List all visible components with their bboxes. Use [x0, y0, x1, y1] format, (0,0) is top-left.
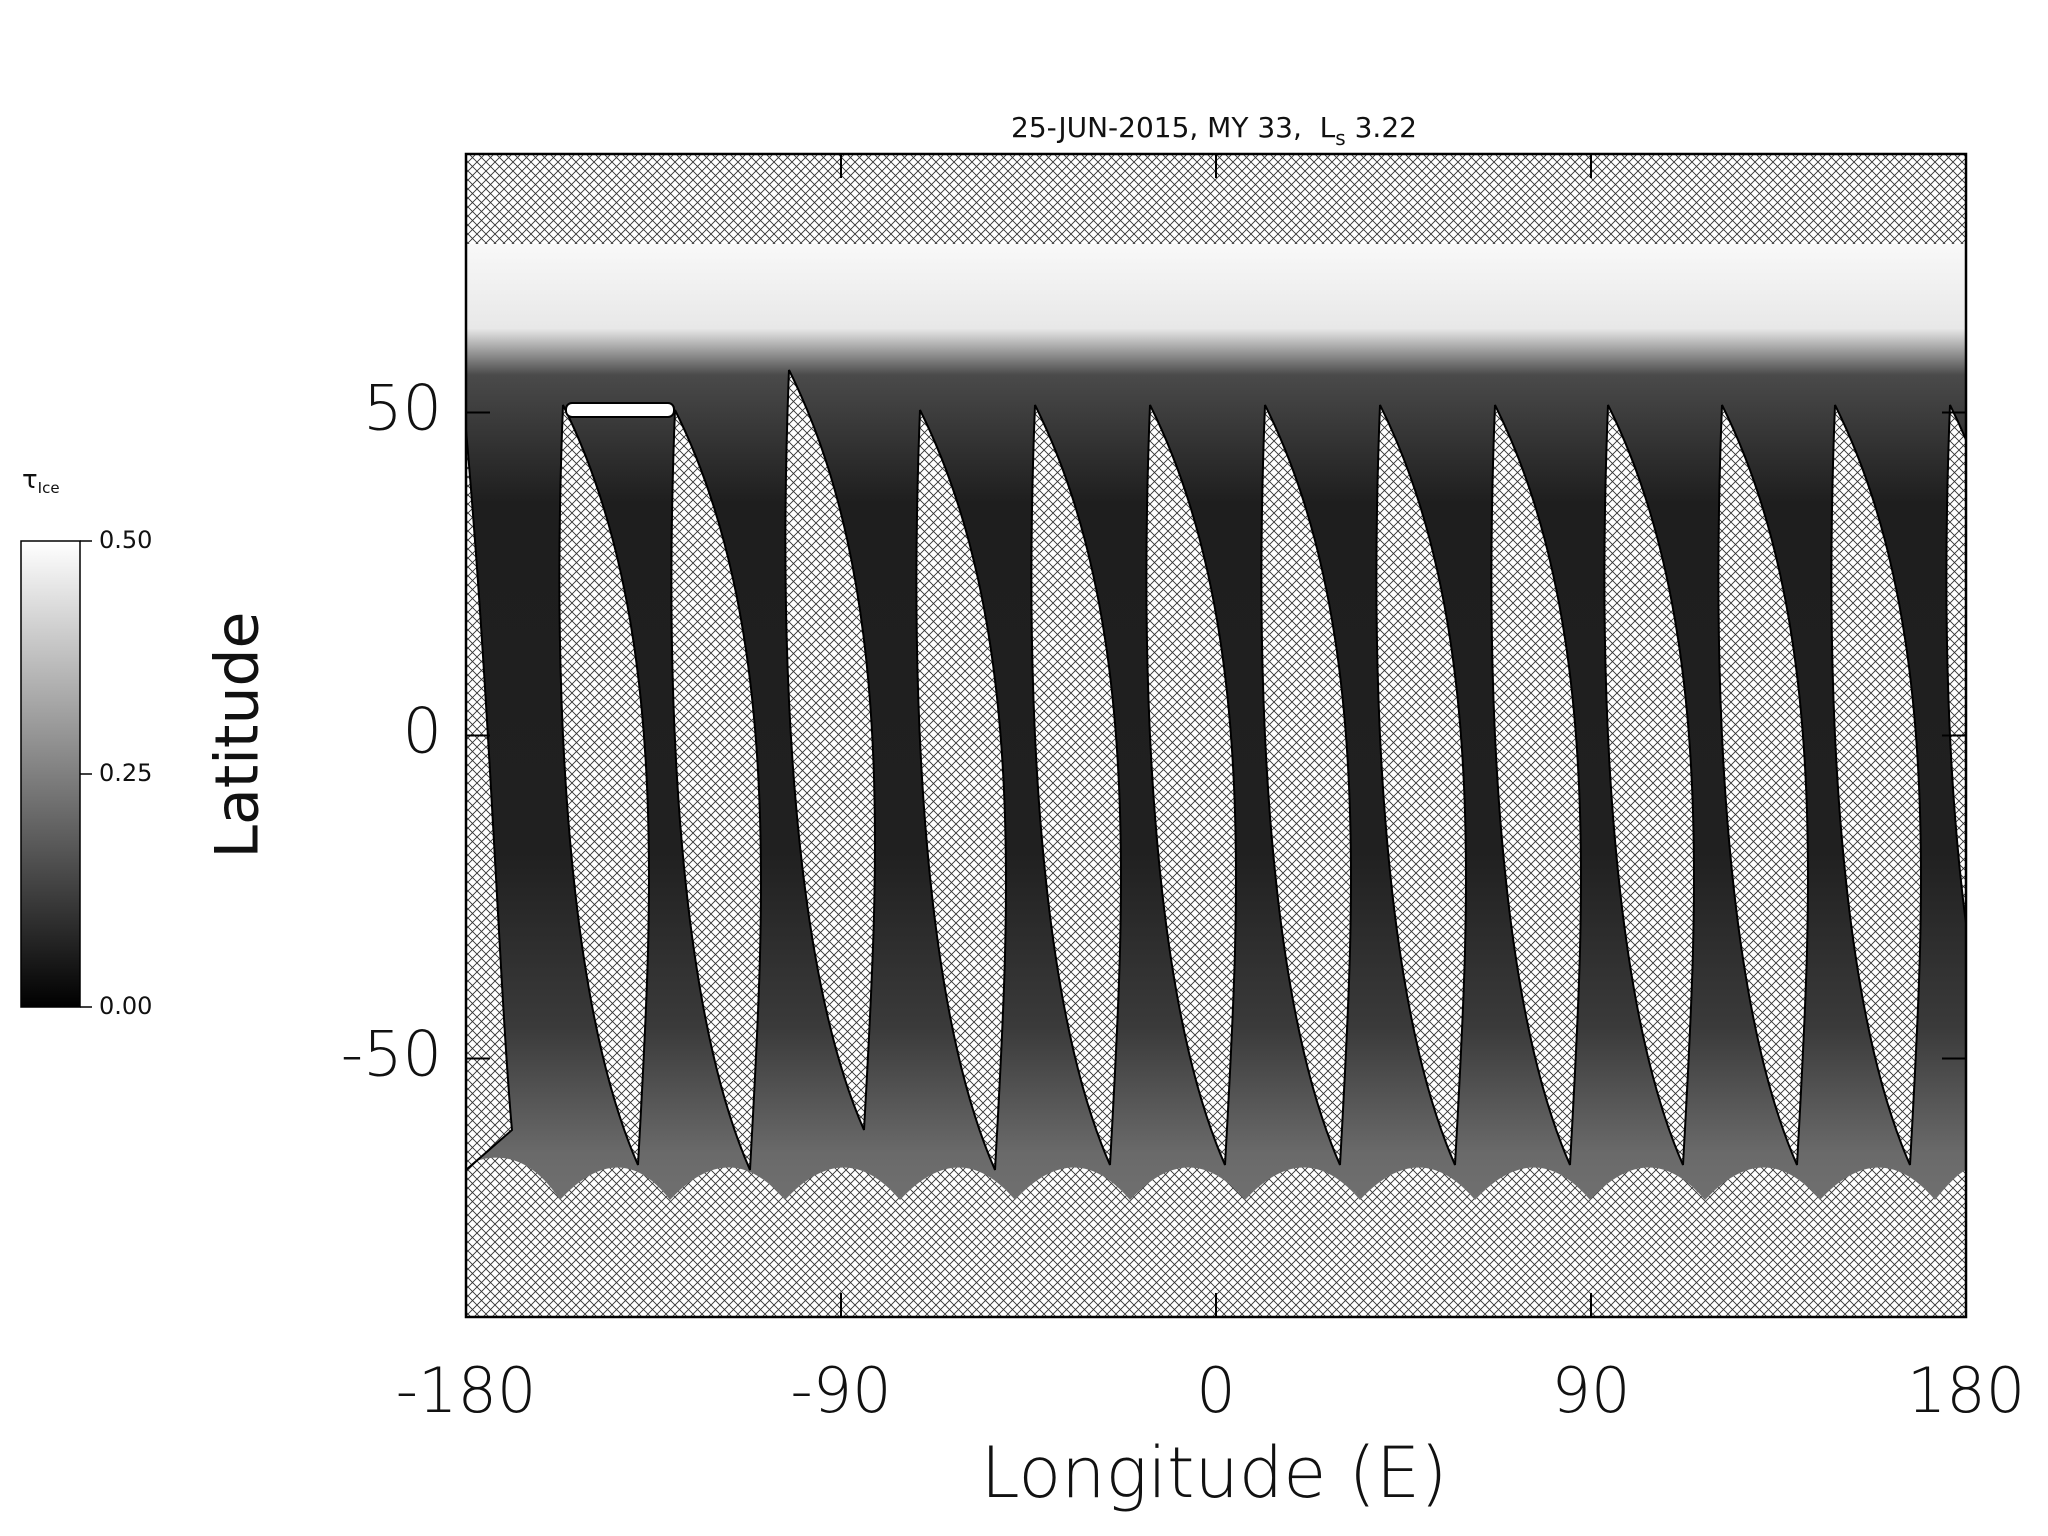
y-tick-label: -50: [341, 1018, 442, 1091]
x-tick-label: -90: [790, 1354, 891, 1427]
map-image: [466, 154, 1966, 1317]
colorbar: [20, 540, 81, 1008]
title-main: 25-JUN-2015, MY 33, L: [1011, 111, 1336, 144]
y-axis-label: Latitude: [203, 612, 273, 859]
title-subscript: s: [1335, 126, 1345, 150]
x-tick-label: 0: [1196, 1354, 1235, 1427]
colorbar-tick-label: 0.00: [99, 992, 152, 1020]
colorbar-tick-label: 0.25: [99, 759, 152, 787]
colorbar-subscript: Ice: [38, 479, 60, 497]
y-tick-label: 0: [403, 695, 442, 768]
x-tick-label: -180: [396, 1354, 537, 1427]
colorbar-label: τIce: [22, 465, 60, 497]
x-tick-label: 180: [1907, 1354, 2025, 1427]
colorbar-symbol: τ: [22, 465, 38, 495]
x-axis-label: Longitude (E): [981, 1432, 1448, 1514]
title-suffix: 3.22: [1346, 111, 1417, 144]
chart-title: 25-JUN-2015, MY 33, Ls 3.22: [1011, 111, 1417, 150]
y-tick-label: 50: [363, 371, 442, 444]
x-tick-label: 90: [1552, 1354, 1631, 1427]
colorbar-tick-label: 0.50: [99, 526, 152, 554]
